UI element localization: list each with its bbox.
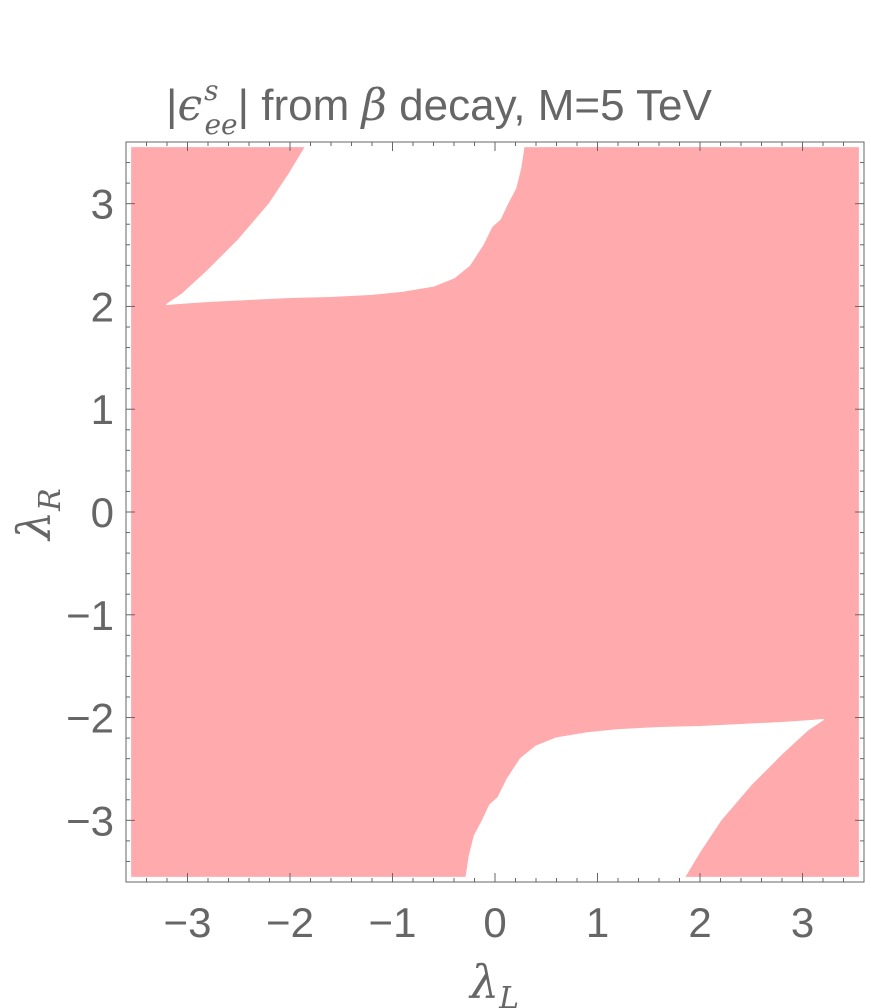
x-tick-label: 2 (688, 899, 711, 946)
allowed-region-upper-left (166, 146, 525, 306)
tick-labels: −3 −2 −1 0 1 2 3 −3 −2 −1 0 1 2 3 (66, 181, 814, 946)
y-tick-label: 0 (91, 489, 114, 536)
x-tick-label: 0 (483, 899, 506, 946)
x-axis-label-subscript: L (498, 981, 519, 1008)
y-tick-label: −2 (66, 695, 114, 742)
chart-title: |ϵs ee| from β decay, M=5 TeV (166, 74, 712, 141)
y-tick-label: 2 (91, 283, 114, 330)
y-axis-label: λR (7, 488, 68, 542)
x-tick-label: −2 (266, 899, 314, 946)
x-tick-label: 3 (791, 899, 814, 946)
plot-area: −3 −2 −1 0 1 2 3 −3 −2 −1 0 1 2 3 (66, 141, 865, 946)
allowed-region-lower-right (465, 718, 824, 878)
x-axis-label-symbol: λ (468, 955, 499, 1008)
y-tick-label: −1 (66, 592, 114, 639)
title-superscript: s (204, 74, 218, 107)
ticks (125, 141, 865, 883)
title-epsilon: ϵ (177, 80, 202, 131)
y-tick-label: 1 (91, 386, 114, 433)
x-axis-label: λL (468, 955, 519, 1008)
y-axis-label-subscript: R (33, 488, 68, 512)
x-tick-label: −1 (369, 899, 417, 946)
y-axis-label-symbol: λ (7, 511, 61, 542)
title-beta: β (360, 80, 387, 131)
x-tick-label: 1 (586, 899, 609, 946)
x-tick-label: −3 (164, 899, 212, 946)
title-subscript: ee (204, 108, 237, 141)
title-after-bar: | from (238, 81, 362, 130)
title-prefix: | (166, 81, 177, 130)
y-tick-label: −3 (66, 797, 114, 844)
y-tick-label: 3 (91, 181, 114, 228)
allowed-regions (166, 146, 824, 878)
title-suffix: decay, M=5 TeV (387, 81, 713, 130)
